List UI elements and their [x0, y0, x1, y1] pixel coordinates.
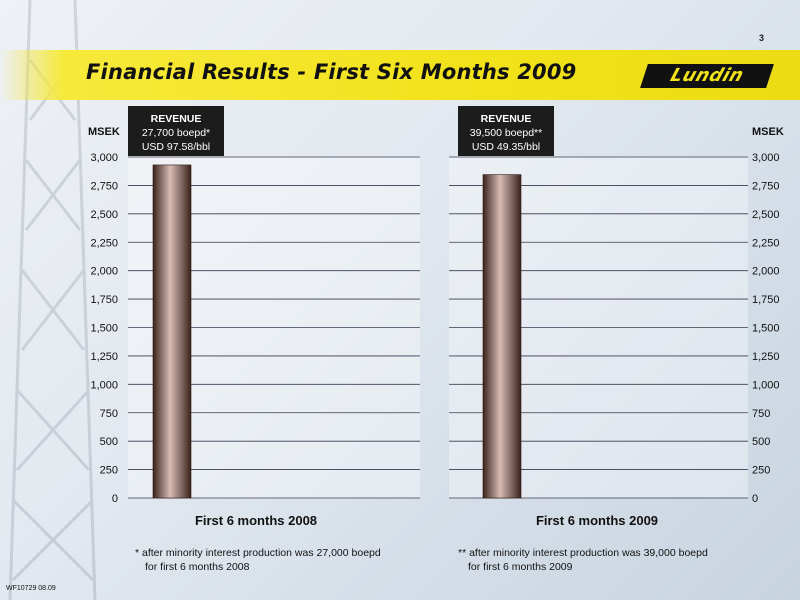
y-tick-label: 2,500: [752, 209, 780, 221]
y-tick-label: 3,000: [90, 152, 118, 164]
footnote-line: for first 6 months 2008: [145, 561, 250, 573]
y-tick-label: 1,500: [90, 323, 118, 335]
y-tick-label: 1,750: [90, 294, 118, 306]
y-tick-label: 2,000: [90, 266, 118, 278]
revenue-bar: [152, 164, 192, 499]
page-title: Financial Results - First Six Months 200…: [86, 60, 577, 84]
revenue-bar: [482, 174, 522, 499]
footnote-line: for first 6 months 2009: [468, 561, 573, 573]
revenue-annotation-2008: REVENUE 27,700 boepd* USD 97.58/bbl: [128, 106, 224, 156]
footnote-2008: * after minority interest production was…: [135, 546, 381, 574]
chart-2008: 0 250 500 750 1,000 1,250 1,500 1,750 2,000 2,250…: [90, 152, 420, 505]
revenue-production: 27,700 boepd*: [141, 127, 211, 139]
y-axis-label-right: MSEK: [752, 126, 784, 138]
y-tick-label: 1,250: [752, 351, 780, 363]
revenue-title: REVENUE: [150, 113, 202, 125]
y-tick-label: 2,250: [752, 237, 780, 249]
y-tick-label: 250: [100, 465, 118, 477]
revenue-production: 39,500 boepd**: [469, 127, 543, 139]
y-tick-label: 2,250: [90, 237, 118, 249]
y-axis-label-left: MSEK: [88, 126, 120, 138]
y-tick-label: 0: [112, 493, 118, 505]
y-tick-label: 500: [752, 436, 770, 448]
y-tick-label: 2,000: [752, 266, 780, 278]
y-tick-label: 500: [100, 436, 118, 448]
category-label-2008: First 6 months 2008: [194, 513, 318, 528]
revenue-price: USD 49.35/bbl: [471, 141, 541, 153]
y-tick-label: 1,000: [752, 379, 780, 391]
y-tick-label: 3,000: [752, 152, 780, 164]
chart-2009: 0 250 500 750 1,000 1,250 1,500 1,750 2,000 2,250…: [449, 152, 780, 505]
y-tick-label: 1,250: [90, 351, 118, 363]
y-tick-label: 2,500: [90, 209, 118, 221]
revenue-price: USD 97.58/bbl: [141, 141, 211, 153]
y-tick-label: 1,750: [752, 294, 780, 306]
y-tick-label: 250: [752, 465, 770, 477]
y-tick-label: 2,750: [752, 180, 780, 192]
y-tick-label: 2,750: [90, 180, 118, 192]
title-bar: Financial Results - First Six Months 200…: [0, 50, 800, 100]
revenue-title: REVENUE: [480, 113, 532, 125]
y-tick-label: 1,500: [752, 323, 780, 335]
y-tick-label: 750: [100, 408, 118, 420]
y-tick-label: 0: [752, 493, 758, 505]
revenue-annotation-2009: REVENUE 39,500 boepd** USD 49.35/bbl: [458, 106, 554, 156]
document-code: WF10729 08.09: [6, 585, 56, 592]
background-tower-graphic: [8, 0, 97, 600]
footnote-line: * after minority interest production was…: [135, 547, 381, 559]
y-tick-label: 1,000: [90, 379, 118, 391]
footnote-line: ** after minority interest production wa…: [458, 547, 708, 559]
footnote-2009: ** after minority interest production wa…: [458, 546, 708, 574]
category-label-2009: First 6 months 2009: [535, 513, 659, 528]
page-number: 3: [758, 33, 764, 43]
y-tick-label: 750: [752, 408, 770, 420]
